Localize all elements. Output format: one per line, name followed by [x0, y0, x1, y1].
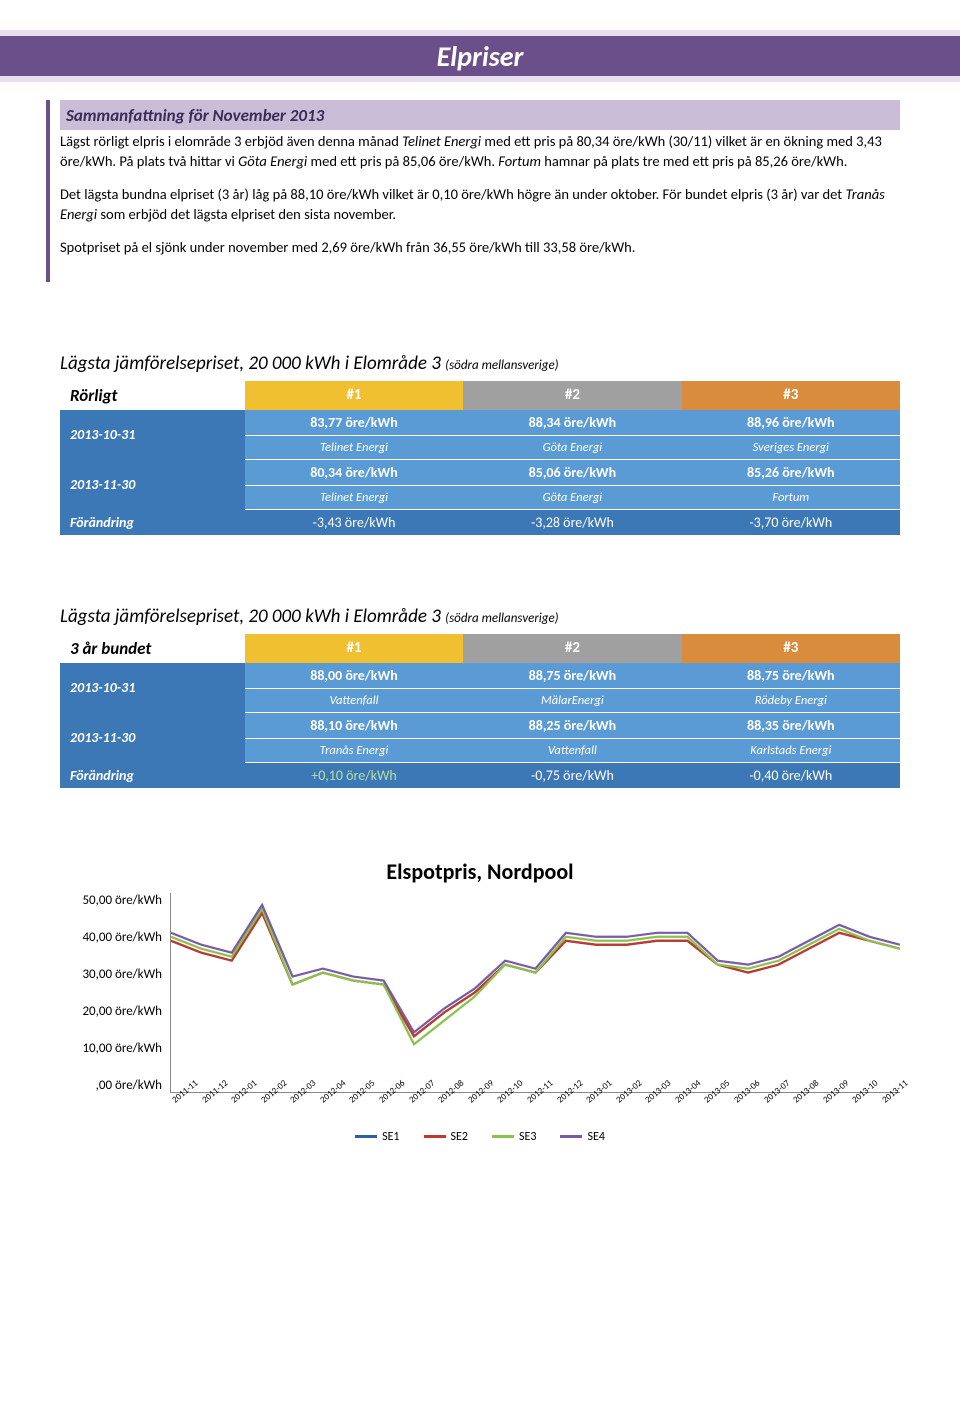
cell: -3,70 öre/kWh [682, 509, 900, 535]
table2-r1-label: 2013-10-31 [60, 663, 245, 713]
legend-item: SE3 [492, 1130, 536, 1144]
table1: Rörligt #1 #2 #3 2013-10-31 83,77 öre/kW… [60, 381, 900, 535]
table2: 3 år bundet #1 #2 #3 2013-10-31 88,00 ör… [60, 634, 900, 788]
rank-1: #1 [245, 381, 463, 410]
cell: 88,35 öre/kWh [682, 712, 900, 738]
ytick-label: 20,00 öre/kWh [82, 1004, 162, 1019]
text: (södra mellansverige) [445, 358, 558, 373]
text: hamnar på plats tre med ett pris på 85,2… [544, 152, 847, 170]
chart-svg [171, 893, 900, 1092]
cell: MälarEnergi [463, 688, 681, 712]
text: Lägsta jämförelsepriset, 20 000 kWh i El… [60, 605, 445, 628]
chart-block: Elspotpris, Nordpool 50,00 öre/kWh 40,00 … [60, 858, 900, 1144]
ytick-label: 30,00 öre/kWh [82, 967, 162, 982]
chart-plot [170, 893, 900, 1093]
cell: 88,75 öre/kWh [463, 663, 681, 689]
cell: 85,26 öre/kWh [682, 459, 900, 485]
legend-swatch [424, 1135, 446, 1138]
chart-legend: SE1 SE2 SE3 SE4 [60, 1130, 900, 1144]
legend-swatch [492, 1135, 514, 1138]
table2-title: Lägsta jämförelsepriset, 20 000 kWh i El… [60, 605, 900, 628]
rank-2: #2 [463, 634, 681, 663]
page-header: Elpriser [0, 30, 960, 82]
legend-swatch [355, 1135, 377, 1138]
summary-title-band: Sammanfattning för November 2013 [60, 100, 900, 130]
cell: Sveriges Energi [682, 435, 900, 459]
cell: 85,06 öre/kWh [463, 459, 681, 485]
table1-change-label: Förändring [60, 509, 245, 535]
cell: -0,40 öre/kWh [682, 762, 900, 788]
cell: 88,00 öre/kWh [245, 663, 463, 689]
cell: Fortum [682, 485, 900, 509]
table2-section: Lägsta jämförelsepriset, 20 000 kWh i El… [60, 605, 900, 788]
rank-1: #1 [245, 634, 463, 663]
cell: Rödeby Energi [682, 688, 900, 712]
legend-label: SE2 [451, 1130, 468, 1144]
table1-r1-label: 2013-10-31 [60, 410, 245, 460]
ytick-label: 40,00 öre/kWh [82, 930, 162, 945]
text-italic: Telinet Energi [402, 132, 484, 150]
cell: Vattenfall [463, 738, 681, 762]
series-SE4 [171, 905, 900, 1032]
cell: -3,43 öre/kWh [245, 509, 463, 535]
cell: -3,28 öre/kWh [463, 509, 681, 535]
table2-rowlabel: 3 år bundet [60, 634, 245, 663]
legend-swatch [560, 1135, 582, 1138]
table1-title: Lägsta jämförelsepriset, 20 000 kWh i El… [60, 352, 900, 375]
text: (södra mellansverige) [445, 611, 558, 626]
summary-p3: Spotpriset på el sjönk under november me… [60, 238, 900, 258]
cell: 88,34 öre/kWh [463, 410, 681, 436]
cell: Vattenfall [245, 688, 463, 712]
table1-section: Lägsta jämförelsepriset, 20 000 kWh i El… [60, 352, 900, 535]
cell: Göta Energi [463, 485, 681, 509]
series-SE3 [171, 909, 900, 1044]
cell: Telinet Energi [245, 485, 463, 509]
cell: 83,77 öre/kWh [245, 410, 463, 436]
cell: 88,75 öre/kWh [682, 663, 900, 689]
summary-block: Sammanfattning för November 2013 Lägst r… [46, 100, 900, 282]
cell: Tranås Energi [245, 738, 463, 762]
text: med ett pris på 85,06 öre/kWh. [311, 152, 499, 170]
rank-3: #3 [682, 381, 900, 410]
text: Lägsta jämförelsepriset, 20 000 kWh i El… [60, 352, 445, 375]
cell: 88,96 öre/kWh [682, 410, 900, 436]
cell: Karlstads Energi [682, 738, 900, 762]
table2-r2-label: 2013-11-30 [60, 712, 245, 762]
chart-xlabels: 2011-112011-122012-012012-022012-032012-… [170, 1097, 900, 1108]
series-SE2 [171, 913, 900, 1036]
legend-label: SE4 [587, 1130, 604, 1144]
text-italic: Fortum [498, 152, 544, 170]
summary-p2: Det lägsta bundna elpriset (3 år) låg på… [60, 185, 900, 224]
legend-item: SE4 [560, 1130, 604, 1144]
table1-rowlabel: Rörligt [60, 381, 245, 410]
chart-title: Elspotpris, Nordpool [60, 858, 900, 885]
cell: 88,10 öre/kWh [245, 712, 463, 738]
summary-title: Sammanfattning för November 2013 [60, 105, 324, 126]
cell: -0,75 öre/kWh [463, 762, 681, 788]
ytick-label: 50,00 öre/kWh [82, 893, 162, 908]
table2-change-label: Förändring [60, 762, 245, 788]
chart-ylabels: 50,00 öre/kWh 40,00 öre/kWh 30,00 öre/kWh 2… [60, 893, 170, 1093]
cell: +0,10 öre/kWh [245, 762, 463, 788]
legend-item: SE2 [424, 1130, 468, 1144]
text-italic: Göta Energi [238, 152, 310, 170]
ytick-label: ,00 öre/kWh [96, 1078, 162, 1093]
page-title: Elpriser [437, 39, 524, 74]
cell: Telinet Energi [245, 435, 463, 459]
summary-p1: Lägst rörligt elpris i elområde 3 erbjöd… [60, 132, 900, 171]
rank-2: #2 [463, 381, 681, 410]
table1-r2-label: 2013-11-30 [60, 459, 245, 509]
text: som erbjöd det lägsta elpriset den sista… [100, 205, 396, 223]
text: Lägst rörligt elpris i elområde 3 erbjöd… [60, 132, 402, 150]
legend-label: SE1 [382, 1130, 399, 1144]
ytick-label: 10,00 öre/kWh [82, 1041, 162, 1056]
series-SE1 [171, 913, 900, 1036]
cell: 88,25 öre/kWh [463, 712, 681, 738]
text: Det lägsta bundna elpriset (3 år) låg på… [60, 185, 845, 203]
legend-label: SE3 [519, 1130, 536, 1144]
legend-item: SE1 [355, 1130, 399, 1144]
rank-3: #3 [682, 634, 900, 663]
cell: 80,34 öre/kWh [245, 459, 463, 485]
cell: Göta Energi [463, 435, 681, 459]
